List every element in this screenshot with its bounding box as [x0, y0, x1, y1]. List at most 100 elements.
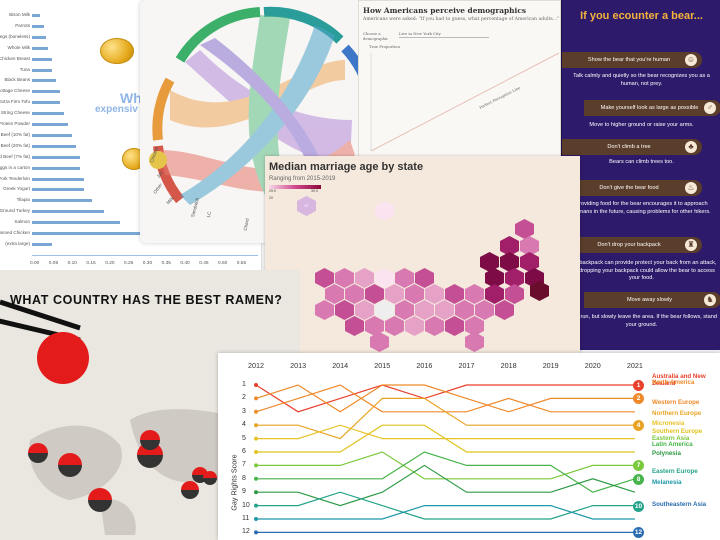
state-hex[interactable]: [465, 332, 484, 352]
x-tick-label: 0.45: [199, 261, 209, 266]
region-line[interactable]: [255, 384, 635, 413]
state-hex[interactable]: [485, 284, 504, 304]
country-ramen-dot-bottom[interactable]: [58, 465, 82, 477]
region-label: Latin America: [652, 441, 693, 448]
state-hex[interactable]: [395, 300, 414, 320]
food-row: Greek Yogurt: [0, 184, 261, 194]
state-hex[interactable]: [375, 300, 394, 320]
country-ramen-dot-top[interactable]: [88, 488, 112, 500]
state-hex-vt[interactable]: VT: [297, 196, 316, 216]
year-label: 2015: [374, 361, 391, 370]
country-ramen-dot-top[interactable]: [203, 471, 217, 478]
region-line[interactable]: [256, 451, 636, 493]
state-hex[interactable]: [365, 284, 384, 304]
rank-label: 10: [242, 501, 250, 509]
state-hex[interactable]: [465, 284, 484, 304]
country-ramen-dot-top[interactable]: [181, 481, 199, 490]
state-hex-dc[interactable]: [530, 281, 549, 301]
food-row: Whole Milk: [0, 43, 261, 53]
state-hex[interactable]: [425, 284, 444, 304]
state-hex[interactable]: [500, 252, 519, 272]
country-ramen-dot-bottom[interactable]: [140, 440, 160, 450]
state-hex[interactable]: [375, 268, 394, 288]
state-hex[interactable]: [335, 268, 354, 288]
country-ramen-dot-bottom[interactable]: [203, 478, 217, 485]
food-bar: [32, 221, 120, 225]
state-hex[interactable]: [455, 300, 474, 320]
state-hex[interactable]: [325, 284, 344, 304]
state-hex[interactable]: [505, 284, 524, 304]
state-hex[interactable]: [500, 236, 519, 256]
state-hex[interactable]: [405, 316, 424, 336]
state-hex[interactable]: [315, 268, 334, 288]
food-label: Salmon: [14, 219, 30, 225]
state-hex[interactable]: [335, 300, 354, 320]
state-hex[interactable]: [515, 219, 534, 239]
food-label: String Cheese: [0, 110, 30, 116]
country-ramen-dot-bottom[interactable]: [88, 500, 112, 512]
region-line[interactable]: [256, 424, 635, 453]
food-row: Chicken Breast: [0, 54, 261, 64]
bear-step-band: Move away slowly ♞: [584, 292, 720, 308]
state-hex[interactable]: [370, 332, 389, 352]
region-line[interactable]: [256, 397, 635, 440]
state-hex[interactable]: [445, 316, 464, 336]
state-hex[interactable]: [425, 316, 444, 336]
rank-badge: 4: [633, 420, 644, 432]
state-hex[interactable]: [315, 300, 334, 320]
state-hex[interactable]: [415, 268, 434, 288]
state-hex[interactable]: [405, 284, 424, 304]
region-line[interactable]: [256, 505, 635, 520]
state-hex[interactable]: [495, 300, 514, 320]
country-ramen-dot-top[interactable]: [58, 453, 82, 465]
state-hex[interactable]: [480, 252, 499, 272]
state-hex[interactable]: [485, 268, 504, 288]
country-ramen-dot-bottom[interactable]: [181, 490, 199, 499]
food-label: Cottage Cheese: [0, 88, 30, 94]
rank-label: 5: [242, 434, 246, 442]
state-hex[interactable]: [385, 284, 404, 304]
state-hex[interactable]: [365, 316, 384, 336]
country-ramen-dot-top[interactable]: [140, 430, 160, 440]
country-ramen-dot-bottom[interactable]: [28, 453, 48, 463]
region-start-dot: [254, 396, 258, 401]
state-hex[interactable]: [520, 252, 539, 272]
decor-coin: [149, 151, 167, 169]
state-hex[interactable]: [375, 201, 394, 221]
region-label: North America: [652, 379, 695, 386]
food-label: Eggs in a carton: [0, 164, 30, 170]
state-hex[interactable]: [505, 268, 524, 288]
perception-panel: How Americans perceive demographics Amer…: [358, 0, 561, 158]
marriage-title: Median marriage age by state: [269, 161, 424, 173]
region-label: Eastern Europe: [652, 468, 698, 475]
food-label: Legs (boneless): [0, 33, 30, 39]
state-hex[interactable]: [445, 284, 464, 304]
state-hex[interactable]: [465, 316, 484, 336]
state-hex[interactable]: [345, 284, 364, 304]
region-line[interactable]: [256, 464, 636, 507]
bear-step-title: Don't give the bear food: [599, 185, 659, 191]
country-ramen-dot-bottom[interactable]: [137, 455, 163, 468]
bear-step-tip: Move to higher ground or raise your arms…: [589, 122, 694, 128]
bear-step-band: Make yourself look as large as possible ♂: [584, 100, 720, 116]
food-label: (extra large): [5, 240, 30, 246]
food-row: Ground Beef (7% fat): [0, 152, 261, 162]
state-hex[interactable]: [345, 316, 364, 336]
country-ramen-dot-top[interactable]: [28, 443, 48, 453]
state-hex[interactable]: [435, 300, 454, 320]
region-line[interactable]: [256, 424, 635, 440]
state-hex[interactable]: [355, 300, 374, 320]
food-row: Pork Tenderloin: [0, 174, 261, 184]
food-row: Legs (boneless): [0, 32, 261, 42]
food-bar: [32, 57, 52, 61]
state-hex[interactable]: [475, 300, 494, 320]
demographic-select[interactable]: Live in New York City: [399, 31, 489, 38]
state-hex[interactable]: [385, 316, 404, 336]
region-line[interactable]: [256, 451, 635, 480]
country-ramen-dot-top[interactable]: [192, 467, 208, 475]
state-hex[interactable]: [520, 236, 539, 256]
x-tick-label: 0.30: [142, 261, 153, 266]
state-hex[interactable]: [355, 268, 374, 288]
state-hex[interactable]: [395, 268, 414, 288]
state-hex[interactable]: [415, 300, 434, 320]
